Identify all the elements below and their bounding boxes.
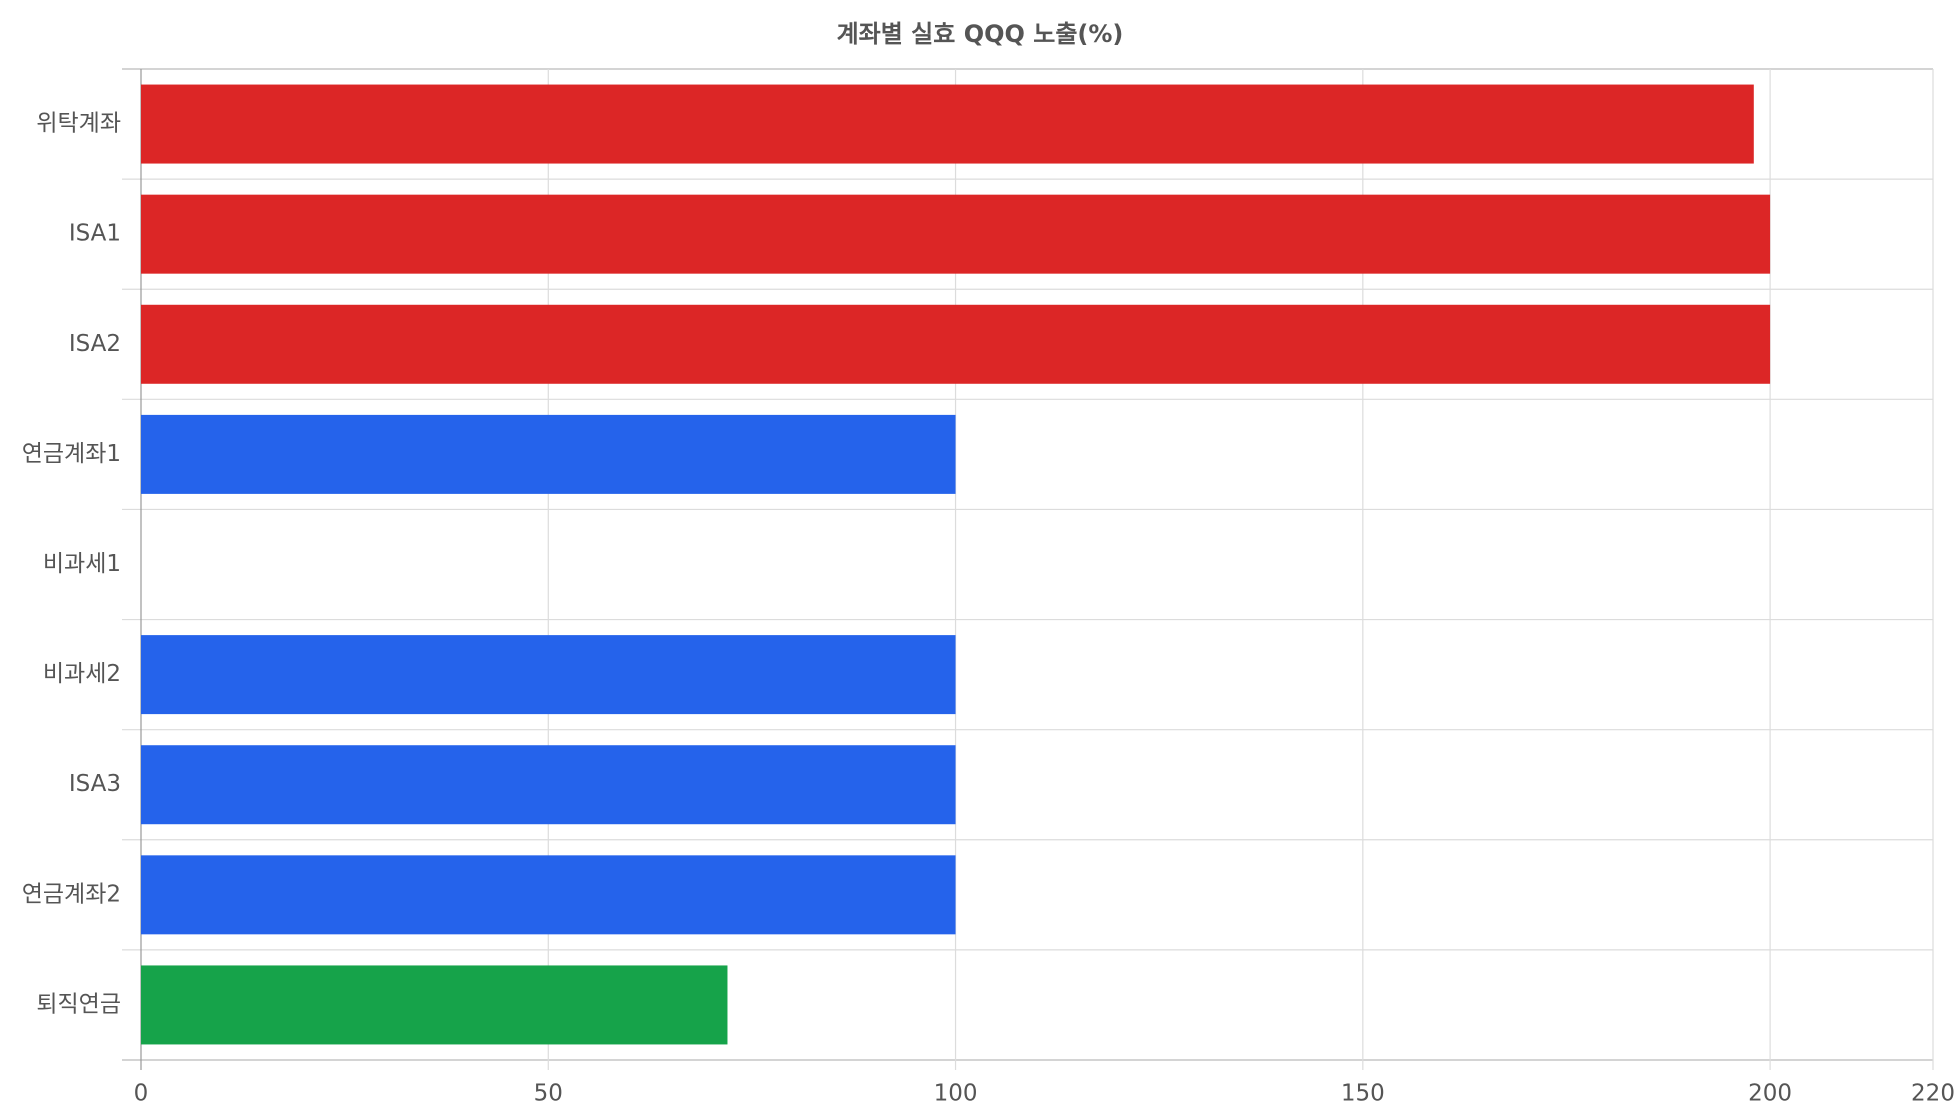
y-tick-label: 비과세1 — [43, 551, 121, 577]
bar — [141, 84, 1754, 164]
x-tick-label: 100 — [934, 1081, 978, 1107]
y-tick-label: 퇴직연금 — [36, 991, 121, 1017]
bar — [141, 855, 956, 935]
bar — [141, 304, 1771, 384]
y-tick-label: ISA2 — [69, 331, 121, 357]
bar — [141, 414, 956, 494]
y-tick-label: 연금계좌1 — [22, 441, 121, 467]
bar — [141, 965, 728, 1045]
bar — [141, 635, 956, 715]
y-tick-label: 연금계좌2 — [22, 881, 121, 907]
y-tick-label: ISA3 — [69, 771, 121, 797]
y-tick-label: 비과세2 — [43, 661, 121, 687]
bar — [141, 194, 1771, 274]
y-tick-label: 위탁계좌 — [36, 111, 121, 137]
bar — [141, 745, 956, 825]
chart-title: 계좌별 실효 QQQ 노출(%) — [837, 20, 1124, 48]
x-tick-label: 0 — [134, 1081, 149, 1107]
x-tick-label: 150 — [1341, 1081, 1385, 1107]
y-tick-label: ISA1 — [69, 221, 121, 247]
x-tick-label: 220 — [1911, 1081, 1955, 1107]
x-tick-label: 200 — [1748, 1081, 1792, 1107]
x-tick-label: 50 — [534, 1081, 563, 1107]
